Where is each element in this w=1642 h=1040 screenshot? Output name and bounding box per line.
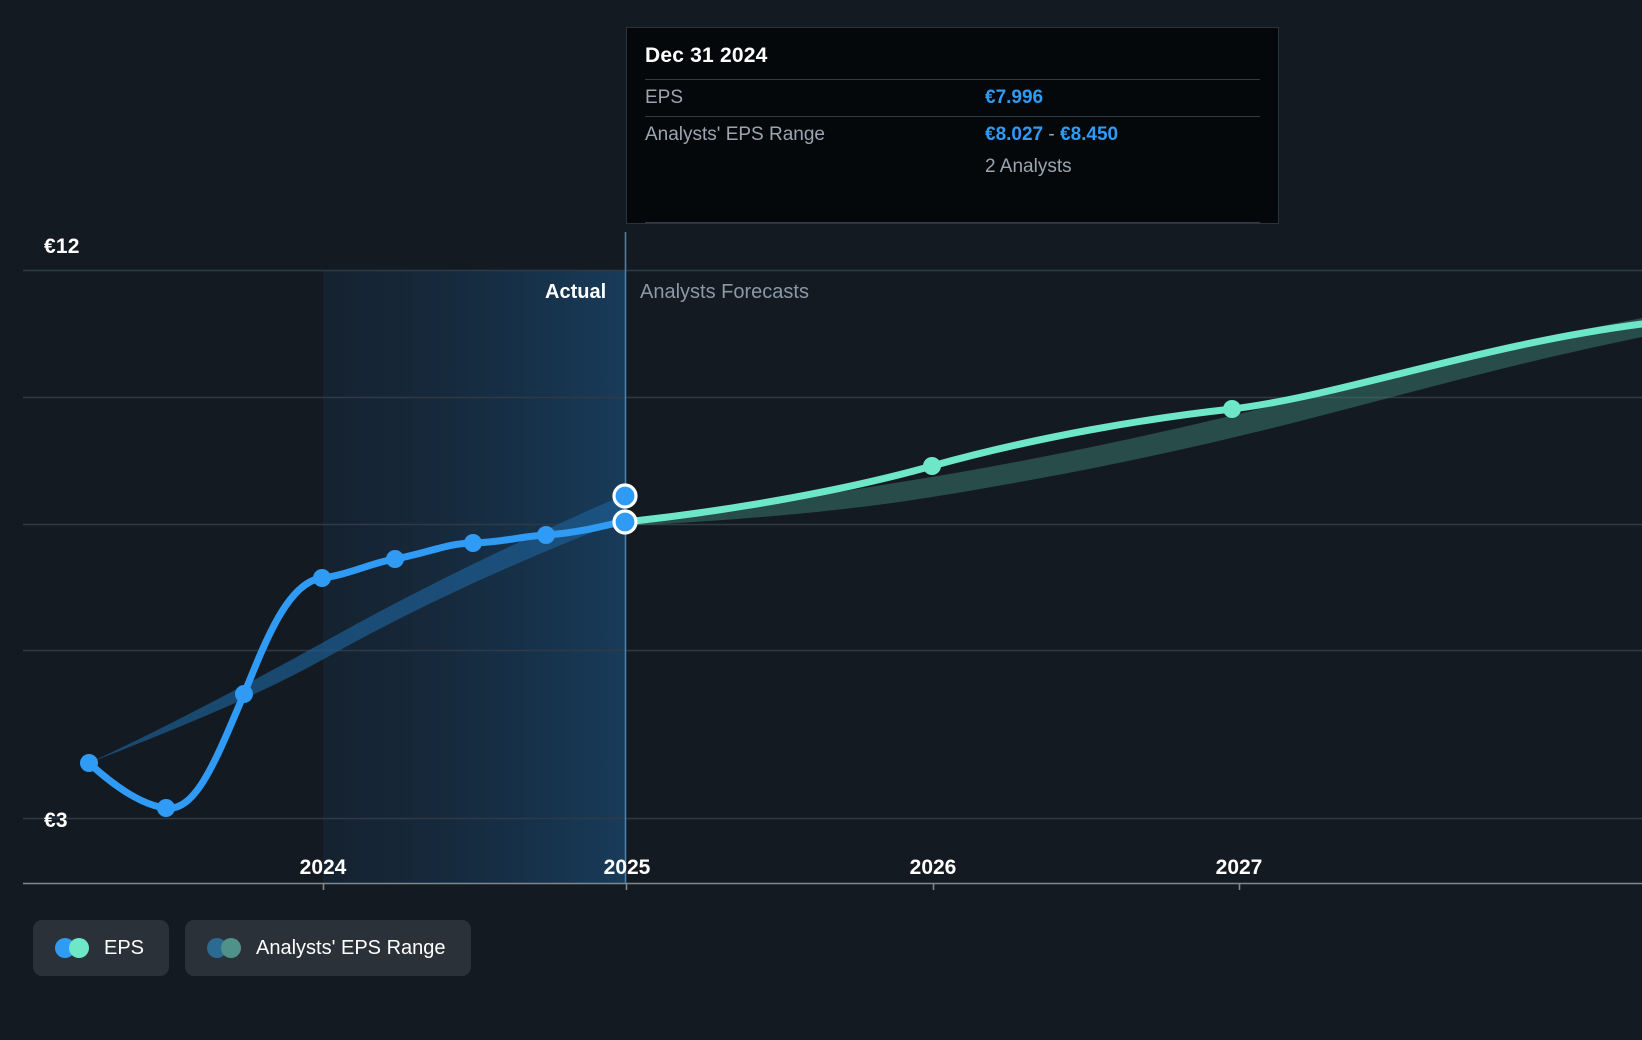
tooltip-range-value-line: €8.027 - €8.450 [985,124,1118,146]
tooltip-range-low: €8.027 [985,124,1044,145]
x-axis-label-2027: 2027 [1215,856,1263,879]
highlighted-data-point-markers [612,483,638,535]
x-axis-label-2026: 2026 [909,856,957,879]
chart-canvas [23,232,1642,890]
y-axis-label-min: €3 [44,809,68,832]
tooltip-range-separator: - [1048,124,1055,145]
tooltip-footer-divider [645,222,1260,223]
forecast-eps-line [621,320,1642,526]
x-axis-label-2024: 2024 [299,856,347,879]
forecast-data-point-markers [923,400,1241,475]
tooltip-range-high: €8.450 [1060,124,1119,145]
y-axis-label-max: €12 [44,235,80,258]
legend-label-eps: EPS [104,936,145,959]
forecast-period-label: Analysts Forecasts [640,281,809,303]
analysts-range-swatch-icon [207,938,242,958]
tooltip-range-values: €8.027 - €8.450 2 Analysts [985,124,1118,178]
eps-swatch-icon [55,938,89,958]
legend-item-analysts-range[interactable]: Analysts' EPS Range [185,920,471,976]
tooltip-eps-value: €7.996 [985,87,1044,108]
actual-data-point-markers [80,526,555,817]
actual-period-label: Actual [545,281,607,303]
legend-item-eps[interactable]: EPS [33,920,170,976]
x-axis-ticks [322,883,1241,890]
tooltip-analyst-count: 2 Analysts [985,156,1072,177]
chart-legend: EPS Analysts' EPS Range [33,920,471,976]
legend-label-analysts-range: Analysts' EPS Range [256,936,446,959]
x-axis-label-2025: 2025 [603,856,651,879]
analysts-range-band-actual [89,494,626,763]
tooltip-eps-label: EPS [645,87,684,108]
tooltip-date-title: Dec 31 2024 [645,44,768,67]
chart-plot-area[interactable]: €12 €3 2024 2025 2026 2027 Actual Analys… [0,0,1642,890]
tooltip-range-label: Analysts' EPS Range [645,124,825,145]
tooltip-row-eps: EPS €7.996 [645,79,1260,116]
tooltip-row-range: Analysts' EPS Range €8.027 - €8.450 2 An… [645,116,1260,185]
gridlines [23,269,1642,820]
chart-tooltip: Dec 31 2024 EPS €7.996 Analysts' EPS Ran… [626,27,1279,224]
